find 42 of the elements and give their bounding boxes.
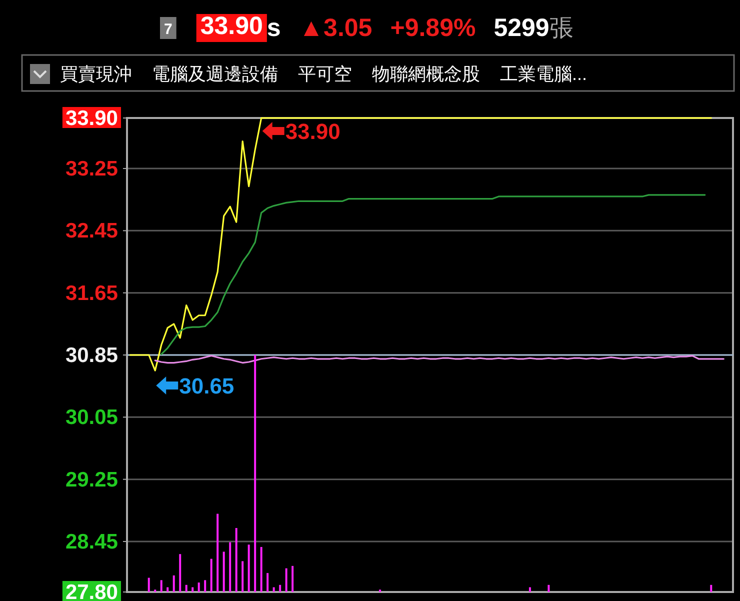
header: 7 33.90 s ▲3.05 +9.89% 5299張 bbox=[160, 12, 574, 42]
line-series bbox=[160, 194, 706, 356]
bar bbox=[292, 566, 294, 592]
bar bbox=[185, 584, 188, 592]
bar bbox=[198, 582, 200, 592]
bar bbox=[266, 573, 269, 592]
bar bbox=[192, 587, 194, 592]
bar bbox=[222, 552, 225, 592]
bar bbox=[148, 578, 150, 592]
bar bbox=[248, 544, 250, 592]
y-tick-label: 29.25 bbox=[65, 468, 118, 492]
bar bbox=[285, 568, 288, 592]
bar bbox=[235, 528, 238, 592]
line-series bbox=[129, 117, 712, 372]
annotation: 33.90 bbox=[285, 119, 340, 144]
bar bbox=[216, 514, 219, 592]
bar bbox=[229, 542, 232, 592]
bar bbox=[528, 587, 531, 592]
bar bbox=[179, 554, 182, 592]
bar bbox=[172, 575, 175, 592]
y-tick-label: 32.45 bbox=[65, 220, 118, 243]
y-tick-label: 33.25 bbox=[65, 158, 118, 181]
bar bbox=[548, 584, 550, 592]
annotation: 30.65 bbox=[179, 374, 234, 399]
line-series bbox=[154, 354, 724, 364]
bar bbox=[160, 580, 162, 592]
bar bbox=[204, 580, 206, 592]
tags: 買賣現沖 電腦及週邊設備 平可空 物聯網概念股 工業電腦... bbox=[21, 54, 735, 92]
y-tick-label: 31.65 bbox=[65, 282, 118, 305]
y-tick-label: 30.05 bbox=[65, 406, 118, 430]
bar bbox=[260, 546, 262, 592]
bar bbox=[166, 587, 169, 592]
y-tick-label: 28.45 bbox=[65, 530, 118, 554]
y-tick-label: 30.85 bbox=[65, 344, 118, 367]
y-tick-label: 27.80 bbox=[65, 581, 118, 601]
bar bbox=[272, 587, 275, 592]
bar bbox=[254, 355, 256, 592]
bar bbox=[710, 584, 712, 592]
bar bbox=[210, 558, 212, 592]
bar bbox=[279, 584, 282, 592]
bar bbox=[242, 561, 244, 592]
y-tick-label: 33.90 bbox=[65, 107, 118, 130]
